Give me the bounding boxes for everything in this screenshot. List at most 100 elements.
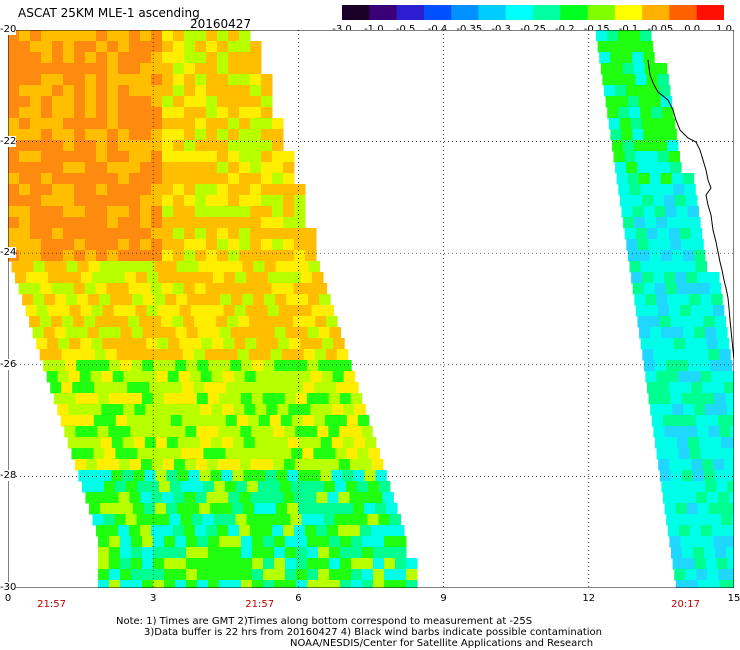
swath-cell — [296, 547, 308, 559]
swath-cell — [251, 393, 264, 405]
swath-cell — [239, 195, 251, 207]
swath-cell — [651, 261, 663, 273]
swath-cell — [41, 228, 53, 240]
swath-cell — [309, 470, 321, 482]
swath-cell — [644, 63, 657, 75]
swath-cell — [610, 52, 622, 64]
swath-cell — [612, 140, 624, 152]
swath-cell — [120, 569, 132, 581]
swath-cell — [186, 569, 198, 581]
swath-cell — [217, 74, 229, 86]
swath-cell — [250, 107, 262, 119]
swath-cell — [74, 459, 87, 471]
swath-cell — [151, 151, 163, 163]
swath-cell — [343, 404, 355, 416]
swath-cell — [691, 536, 703, 548]
swath-cell — [195, 30, 207, 42]
swath-cell — [206, 525, 218, 537]
swath-cell — [206, 96, 218, 108]
swath-cell — [85, 107, 97, 119]
swath-cell — [200, 404, 212, 416]
swath-cell — [631, 272, 643, 284]
swath-cell — [213, 481, 226, 493]
swath-cell — [107, 52, 119, 64]
swath-cell — [217, 195, 229, 207]
swath-cell — [30, 52, 42, 64]
swath-cell — [197, 580, 209, 588]
swath-cell — [323, 514, 335, 526]
swath-cell — [97, 393, 110, 405]
swath-cell — [217, 30, 229, 42]
swath-cell — [677, 514, 689, 526]
swath-cell — [80, 338, 92, 350]
swath-cell — [96, 140, 108, 152]
swath-cell — [648, 162, 660, 174]
swath-cell — [113, 338, 125, 350]
swath-cell — [219, 558, 231, 570]
swath-cell — [257, 514, 269, 526]
swath-cell — [19, 217, 31, 229]
swath-cell — [710, 514, 722, 526]
swath-cell — [19, 206, 31, 218]
swath-cell — [73, 316, 85, 328]
swath-cell — [632, 206, 644, 218]
swath-cell — [72, 349, 85, 361]
swath-cell — [140, 217, 152, 229]
swath-cell — [47, 338, 59, 350]
swath-cell — [256, 338, 268, 350]
swath-cell — [206, 107, 218, 119]
swath-cell — [353, 470, 365, 482]
swath-cell — [63, 52, 75, 64]
swath-cell — [703, 470, 716, 482]
swath-cell — [173, 52, 185, 64]
swath-cell — [100, 470, 112, 482]
swath-cell — [384, 536, 396, 548]
swath-cell — [184, 173, 196, 185]
swath-cell — [192, 415, 205, 427]
swath-cell — [120, 547, 132, 559]
swath-cell — [719, 503, 732, 515]
swath-cell — [316, 459, 329, 471]
swath-cell — [204, 349, 217, 361]
swath-cell — [30, 85, 42, 97]
swath-cell — [689, 448, 702, 460]
swath-cell — [41, 140, 53, 152]
swath-cell — [8, 217, 20, 229]
swath-cell — [686, 426, 698, 438]
swath-cell — [378, 514, 390, 526]
swath-cell — [140, 239, 152, 251]
swath-cell — [147, 481, 160, 493]
swath-cell — [239, 107, 251, 119]
swath-cell — [162, 74, 174, 86]
swath-cell — [142, 569, 154, 581]
swath-cell — [650, 404, 662, 416]
swath-cell — [629, 261, 641, 273]
swath-cell — [173, 492, 185, 504]
swath-cell — [115, 415, 128, 427]
swath-cell — [206, 250, 218, 262]
swath-cell — [261, 173, 273, 185]
swath-cell — [96, 239, 108, 251]
swath-cell — [653, 272, 665, 284]
swath-cell — [315, 283, 328, 295]
swath-cell — [242, 261, 254, 273]
swath-cell — [76, 327, 89, 339]
swath-cell — [151, 239, 163, 251]
swath-cell — [673, 184, 685, 196]
swath-cell — [249, 283, 262, 295]
swath-cell — [108, 426, 120, 438]
swath-cell — [217, 184, 229, 196]
swath-cell — [327, 459, 340, 471]
swath-cell — [261, 195, 273, 207]
swath-cell — [156, 404, 168, 416]
swath-cell — [140, 162, 152, 174]
swath-cell — [307, 536, 319, 548]
swath-cell — [395, 569, 407, 581]
swath-cell — [261, 239, 273, 251]
swath-cell — [41, 96, 53, 108]
swath-cell — [158, 481, 171, 493]
swath-cell — [188, 503, 200, 515]
swath-cell — [272, 525, 284, 537]
swath-cell — [349, 525, 361, 537]
swath-cell — [272, 173, 284, 185]
